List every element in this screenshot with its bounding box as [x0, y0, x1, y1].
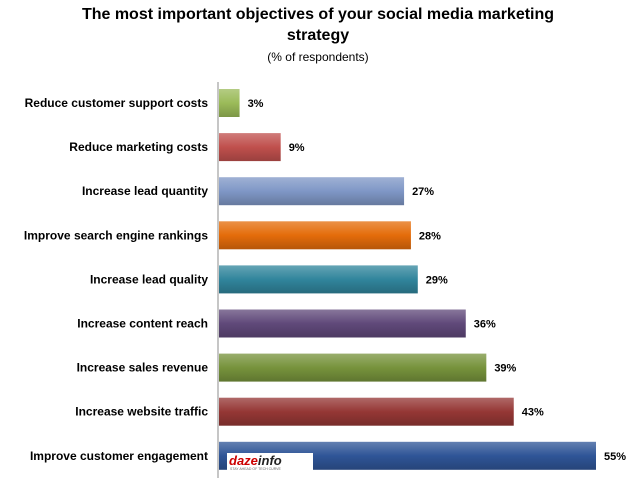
value-label-5: 29%	[426, 274, 448, 286]
category-label-3: Increase lead quantity	[82, 184, 208, 198]
bar-3	[219, 177, 405, 206]
chart-title-line-2: strategy	[287, 27, 349, 44]
category-label-5: Increase lead quality	[90, 272, 208, 286]
bar-1	[219, 89, 240, 117]
bar-4	[219, 221, 411, 250]
category-label-6: Increase content reach	[77, 317, 208, 331]
value-label-8: 43%	[522, 407, 544, 419]
value-label-2: 9%	[289, 142, 305, 154]
value-label-4: 28%	[419, 230, 441, 242]
bar-7	[219, 353, 487, 382]
bar-2	[219, 133, 281, 162]
bar-8	[219, 397, 514, 426]
value-label-6: 36%	[474, 319, 496, 331]
value-label-3: 27%	[412, 186, 434, 198]
bar-6	[219, 309, 466, 338]
bar-group: Reduce customer support costs 3% Reduce ma…	[24, 89, 626, 470]
dazeinfo-logo: dazeinfo STAY AHEAD OF TECH CURVE	[227, 453, 313, 471]
category-label-4: Improve search engine rankings	[24, 228, 208, 242]
logo-wordmark: dazeinfo	[229, 453, 282, 468]
chart-title-line-1: The most important objectives of your so…	[82, 6, 554, 23]
category-label-8: Increase website traffic	[75, 405, 208, 419]
category-label-9: Improve customer engagement	[30, 449, 208, 463]
chart-subtitle: (% of respondents)	[267, 50, 368, 64]
bar-5	[219, 265, 418, 294]
value-label-7: 39%	[494, 363, 516, 375]
value-label-9: 55%	[604, 451, 626, 463]
category-label-7: Increase sales revenue	[77, 361, 209, 375]
category-label-1: Reduce customer support costs	[25, 96, 209, 110]
logo-tagline: STAY AHEAD OF TECH CURVE	[230, 467, 281, 471]
category-label-2: Reduce marketing costs	[69, 140, 208, 154]
value-label-1: 3%	[248, 98, 264, 110]
